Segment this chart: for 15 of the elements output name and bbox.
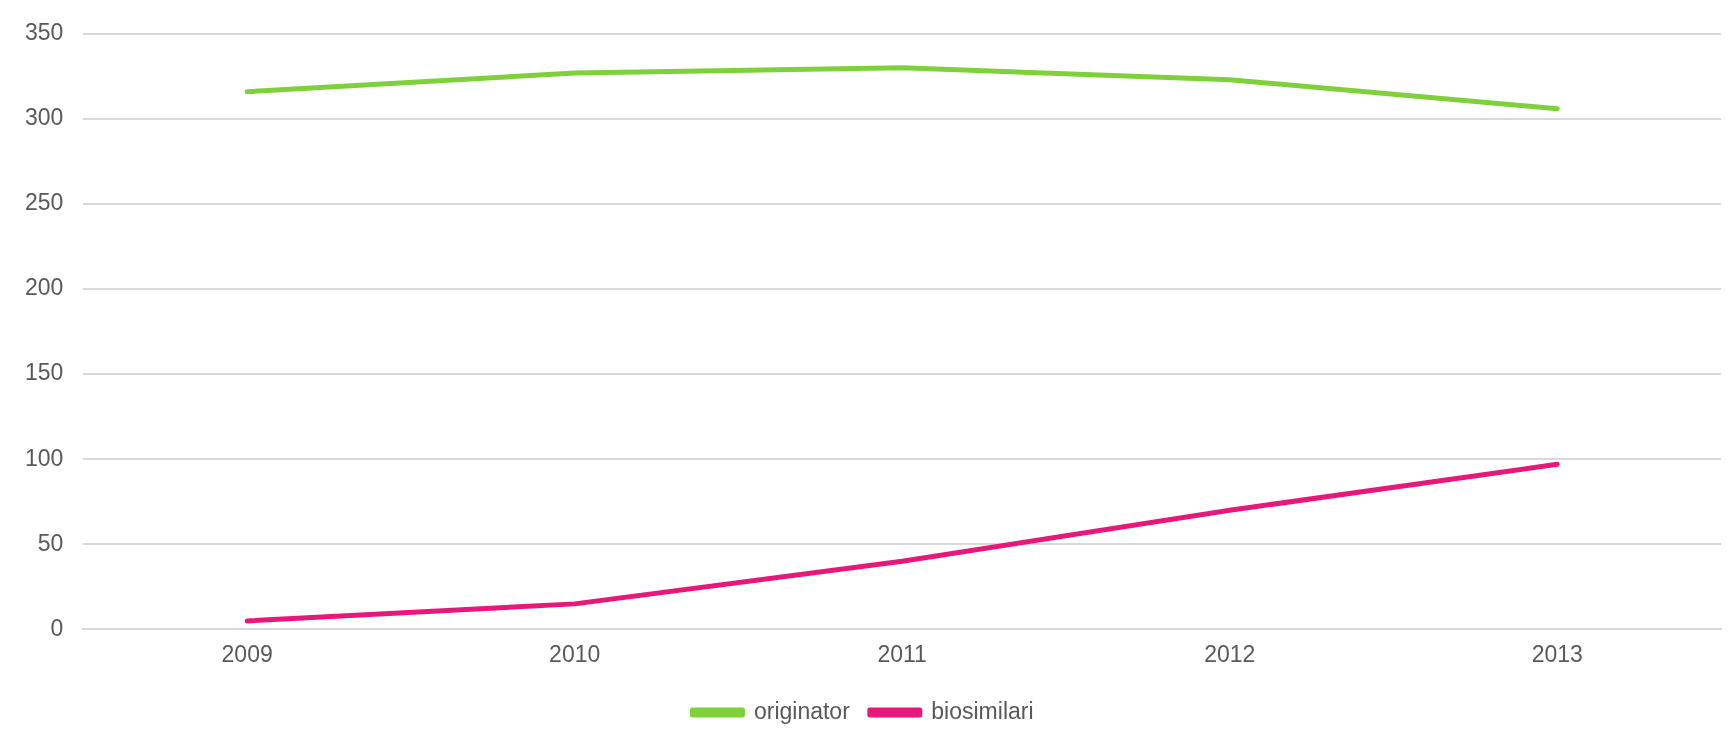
x-tick-label: 2009 bbox=[221, 640, 273, 667]
x-tick-label: 2012 bbox=[1204, 640, 1256, 667]
y-tick-label: 300 bbox=[25, 104, 64, 131]
y-tick-label: 350 bbox=[25, 19, 64, 46]
y-tick-label: 0 bbox=[50, 614, 64, 641]
y-tick-label: 50 bbox=[37, 529, 64, 556]
y-tick-label: 150 bbox=[25, 359, 64, 386]
y-tick-label: 100 bbox=[25, 444, 64, 471]
legend-label: originator bbox=[753, 697, 851, 724]
legend-label: biosimilari bbox=[931, 697, 1034, 724]
y-tick-label: 250 bbox=[25, 189, 64, 216]
x-tick-label: 2013 bbox=[1531, 640, 1583, 667]
x-tick-label: 2010 bbox=[549, 640, 601, 667]
y-tick-label: 200 bbox=[25, 274, 64, 301]
x-tick-label: 2011 bbox=[877, 640, 927, 667]
